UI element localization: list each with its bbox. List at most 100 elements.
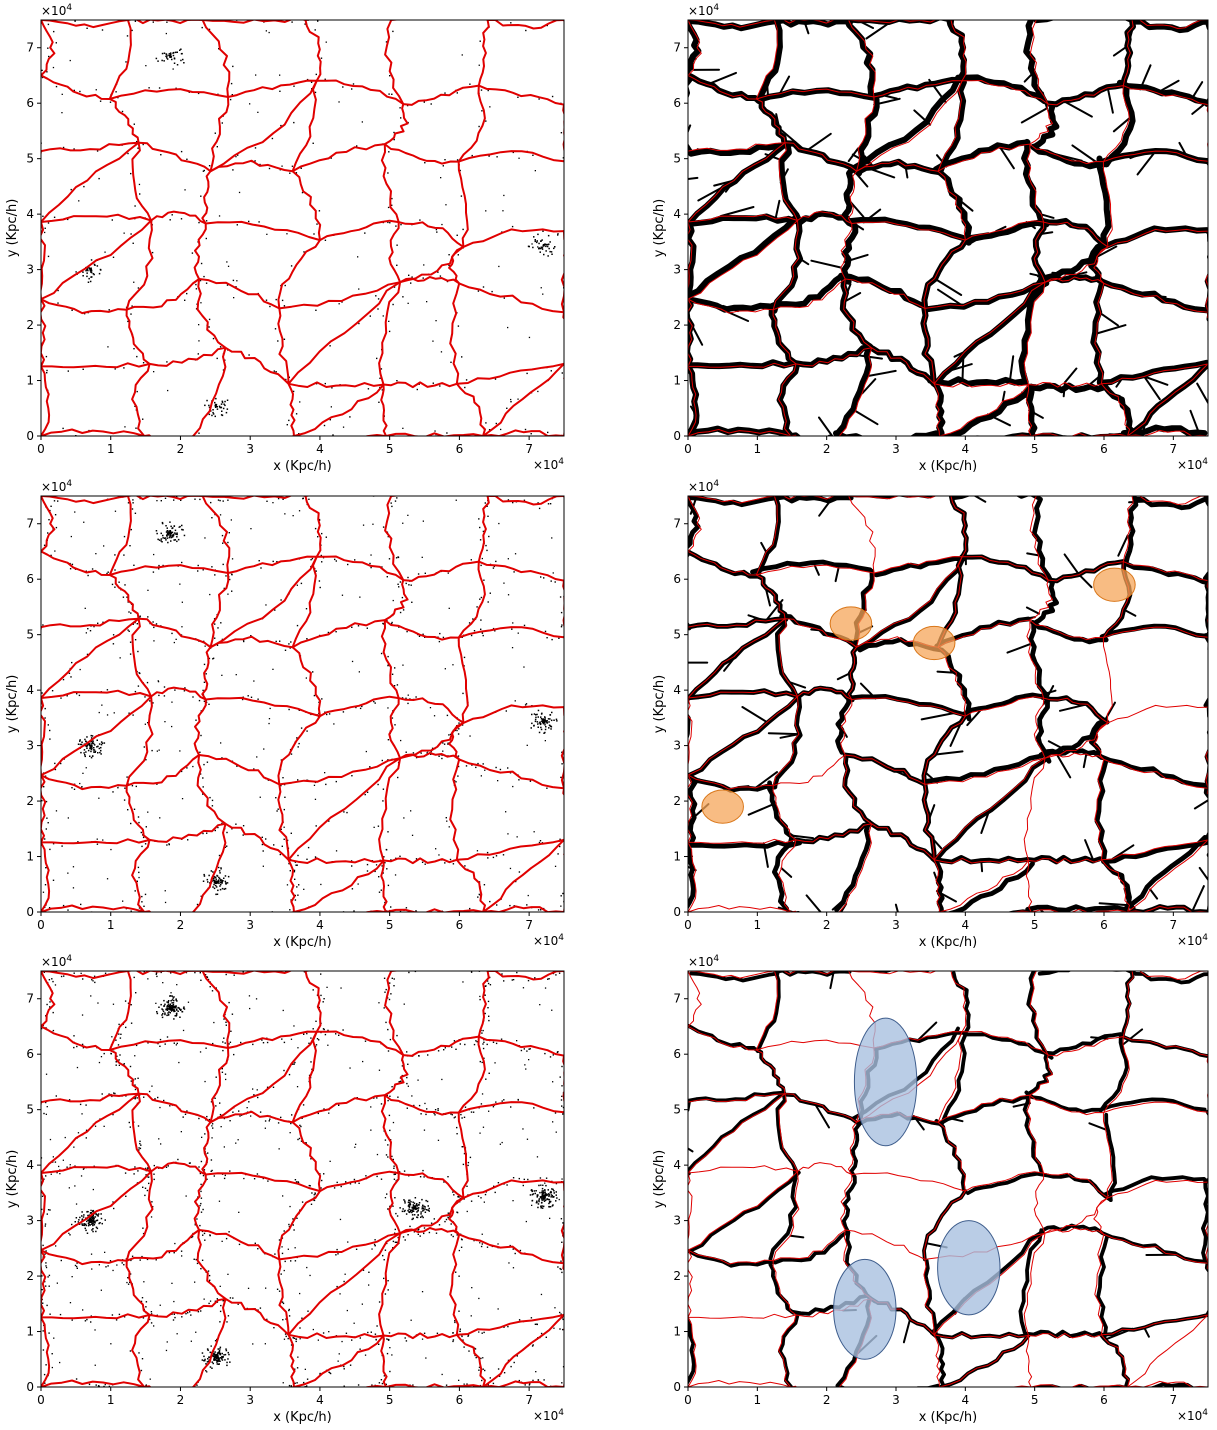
filament: [755, 20, 778, 100]
cluster-point: [84, 754, 86, 756]
galaxy-point: [473, 1043, 476, 1046]
galaxy-point: [184, 189, 186, 191]
filament: [482, 905, 564, 912]
galaxy-point: [362, 493, 363, 494]
cluster-point: [181, 1010, 183, 1013]
galaxy-point: [361, 705, 363, 708]
galaxy-point: [129, 1126, 131, 1128]
galaxy-point: [294, 1368, 296, 1370]
galaxy-point: [414, 971, 417, 973]
galaxy-point: [51, 690, 54, 692]
galaxy-point: [507, 558, 509, 560]
skeleton-branch: [933, 859, 945, 912]
cluster-point: [170, 1010, 173, 1012]
galaxy-point: [280, 1116, 282, 1119]
galaxy-point: [340, 987, 342, 989]
galaxy-point: [313, 1199, 316, 1202]
galaxy-point: [283, 1041, 286, 1044]
galaxy-point: [60, 762, 62, 765]
filament: [772, 785, 797, 841]
skeleton-branch: [833, 430, 940, 436]
galaxy-point: [159, 914, 160, 915]
filament: [1102, 161, 1113, 247]
galaxy-point: [233, 297, 235, 299]
galaxy-point: [370, 1331, 372, 1333]
filament: [1029, 20, 1049, 105]
galaxy-point: [147, 589, 149, 591]
cluster-point: [100, 741, 103, 743]
galaxy-point: [99, 100, 102, 102]
galaxy-point: [91, 1268, 93, 1270]
skeleton-spur: [1112, 45, 1129, 57]
galaxy-point: [560, 1218, 563, 1220]
galaxy-point: [384, 991, 386, 993]
galaxy-point: [289, 172, 291, 174]
galaxy-point: [126, 776, 128, 778]
galaxy-point: [86, 1318, 88, 1321]
cluster-point: [169, 52, 172, 54]
galaxy-point: [176, 1042, 178, 1045]
galaxy-point: [453, 1117, 455, 1119]
galaxy-point: [528, 1048, 530, 1050]
galaxy-point: [413, 1231, 416, 1233]
galaxy-point: [262, 493, 263, 494]
galaxy-point: [477, 290, 480, 292]
galaxy-point: [499, 1143, 501, 1145]
galaxy-point: [129, 1065, 132, 1068]
galaxy-point: [573, 696, 574, 697]
skeleton-spur: [949, 721, 962, 747]
skeleton-branch: [1090, 279, 1106, 386]
galaxy-point: [44, 1223, 47, 1225]
cluster-point: [535, 716, 537, 719]
galaxy-point: [482, 1126, 485, 1128]
galaxy-point: [281, 299, 284, 302]
skeleton-spur: [953, 350, 966, 358]
galaxy-point: [460, 1246, 463, 1248]
galaxy-point: [507, 594, 510, 596]
galaxy-point: [154, 1098, 156, 1100]
galaxy-point: [544, 1182, 546, 1184]
galaxy-point: [410, 584, 412, 586]
galaxy-point: [422, 633, 424, 635]
galaxy-point: [37, 565, 38, 566]
galaxy-point: [577, 1158, 578, 1159]
cluster-point: [89, 755, 91, 757]
galaxy-point: [361, 121, 363, 123]
cluster-point: [169, 995, 172, 997]
galaxy-point: [98, 711, 100, 714]
galaxy-point: [478, 1331, 480, 1333]
galaxy-point: [70, 676, 72, 678]
galaxy-point: [391, 621, 393, 624]
galaxy-point: [84, 607, 86, 609]
galaxy-point: [512, 1248, 514, 1250]
cluster-point: [92, 1230, 94, 1233]
galaxy-point: [451, 1114, 453, 1116]
galaxy-point: [133, 281, 135, 283]
galaxy-point: [568, 1074, 569, 1075]
y-tick-label: 1: [26, 374, 34, 388]
filament: [1207, 161, 1208, 232]
galaxy-point: [164, 721, 166, 723]
galaxy-point: [288, 376, 290, 378]
cluster-point: [208, 874, 210, 877]
galaxy-point: [389, 1370, 391, 1373]
galaxy-point: [199, 773, 202, 775]
galaxy-point: [303, 888, 305, 890]
galaxy-point: [389, 1095, 391, 1097]
galaxy-point: [195, 1331, 197, 1333]
filament: [933, 383, 941, 436]
skeleton-spur: [719, 206, 755, 218]
galaxy-point: [482, 530, 485, 533]
galaxy-point: [80, 972, 82, 974]
skeleton-branch: [1098, 278, 1208, 314]
galaxy-point: [137, 866, 140, 869]
galaxy-point: [358, 322, 360, 325]
galaxy-point: [208, 165, 211, 167]
galaxy-point: [164, 890, 166, 892]
x-axis-label: x (Kpc/h): [273, 459, 332, 474]
galaxy-point: [253, 680, 255, 682]
cluster-point: [168, 1005, 170, 1008]
galaxy-point: [565, 739, 566, 740]
galaxy-point: [32, 172, 33, 173]
axes-frame: [687, 19, 1209, 437]
